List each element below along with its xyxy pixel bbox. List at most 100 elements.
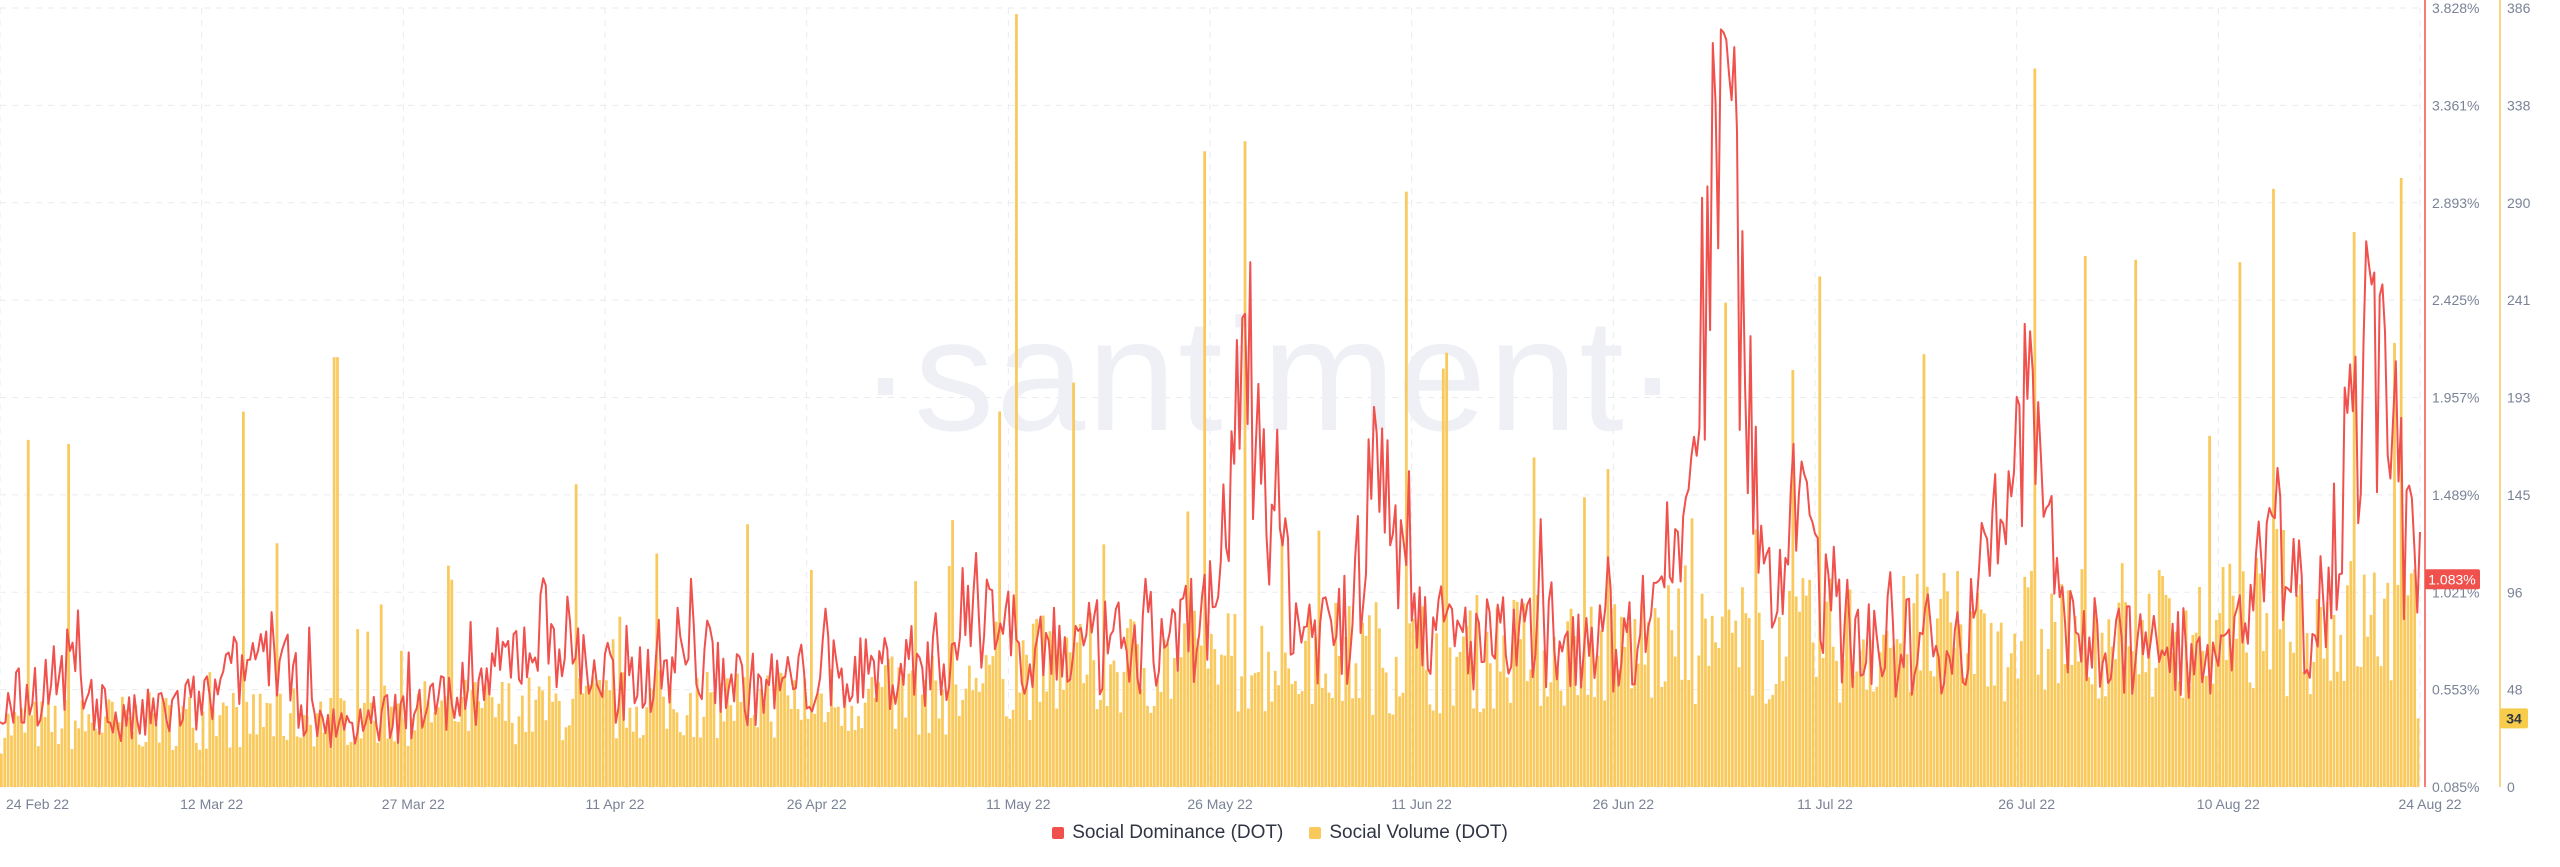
volume-bar <box>2342 680 2346 787</box>
volume-bar <box>1448 647 1452 787</box>
volume-bar <box>900 678 904 787</box>
volume-bar <box>1324 673 1328 787</box>
volume-bar <box>1556 668 1559 787</box>
volume-bar <box>1025 654 1028 787</box>
volume-bar <box>285 739 289 787</box>
volume-bar <box>1257 672 1260 787</box>
volume-bar <box>1384 672 1388 787</box>
volume-bar <box>1220 654 1223 787</box>
volume-bar <box>2288 641 2292 787</box>
volume-bar <box>413 730 417 787</box>
volume-bar <box>1667 585 1670 787</box>
x-tick-label: 26 May 22 <box>1187 796 1253 812</box>
volume-bar <box>1821 657 1825 787</box>
volume-bar <box>258 693 262 787</box>
volume-bar <box>2130 650 2134 787</box>
volume-bar <box>100 732 104 787</box>
volume-bar <box>2275 528 2279 787</box>
volume-bar <box>265 702 269 787</box>
volume-bar <box>1105 706 1109 787</box>
volume-bar <box>1367 615 1371 787</box>
volume-bar <box>484 684 487 787</box>
volume-bar <box>470 690 474 787</box>
volume-bar <box>2181 697 2185 787</box>
volume-bar <box>242 411 245 787</box>
volume-bar <box>1119 712 1123 787</box>
volume-bar <box>843 700 847 787</box>
volume-bar <box>1468 610 1472 787</box>
volume-bar <box>2003 701 2006 787</box>
volume-bar <box>840 725 844 787</box>
volume-bar <box>2087 677 2091 787</box>
volume-bar <box>1922 354 1926 787</box>
volume-bar <box>2312 661 2316 787</box>
volume-bar <box>1452 705 1455 787</box>
volume-bar <box>77 728 81 787</box>
volume-bar <box>1458 651 1462 787</box>
volume-bar <box>1112 660 1116 787</box>
volume-bar <box>1253 673 1257 787</box>
volume-bar <box>2241 571 2245 787</box>
volume-bar <box>1109 664 1112 787</box>
volume-bar <box>410 718 413 787</box>
volume-bar <box>174 745 178 787</box>
volume-bar <box>2389 680 2393 787</box>
volume-bar <box>705 672 709 787</box>
volume-bar <box>1361 622 1365 787</box>
volume-bar <box>1045 691 1049 787</box>
volume-bar <box>1277 685 1280 787</box>
volume-bar <box>1122 671 1126 787</box>
volume-bar <box>1909 691 1912 787</box>
volume-bar <box>974 677 978 787</box>
volume-bar <box>1505 677 1509 787</box>
legend: Social Dominance (DOT) Social Volume (DO… <box>0 822 2560 844</box>
legend-item-volume[interactable]: Social Volume (DOT) <box>1309 822 1508 844</box>
volume-bar <box>494 717 497 787</box>
social-dominance-line <box>0 28 2421 748</box>
volume-bar <box>1041 615 1045 787</box>
volume-bar <box>141 746 144 787</box>
volume-bar <box>1058 639 1062 787</box>
volume-bar <box>887 658 891 787</box>
volume-bar <box>1371 714 1375 787</box>
volume-bar <box>2073 615 2077 787</box>
volume-bar <box>1125 628 1129 787</box>
volume-bar <box>1815 676 1818 787</box>
volume-bar <box>1189 613 1193 787</box>
y-right-tick-label: 96 <box>2507 584 2523 600</box>
volume-bar <box>1781 681 1785 787</box>
volume-bar <box>1794 596 1798 787</box>
chart-svg[interactable]: ·santiment· 3.828% 3.361% 2.893% 2.425% 1.95… <box>0 0 2560 820</box>
legend-item-dominance[interactable]: Social Dominance (DOT) <box>1052 822 1283 844</box>
volume-bar <box>1455 656 1459 787</box>
volume-bar <box>934 680 938 787</box>
volume-bar <box>1700 593 1704 787</box>
volume-bar <box>1263 711 1267 787</box>
x-tick-label: 11 Jun 22 <box>1391 796 1452 812</box>
y-right-tick-label: 0 <box>2507 779 2515 795</box>
volume-bar <box>26 439 30 787</box>
volume-bar <box>1519 639 1522 787</box>
volume-bar <box>776 676 780 787</box>
volume-bar <box>1398 696 1401 787</box>
volume-bar <box>393 741 397 787</box>
volume-bar <box>430 722 433 787</box>
volume-bar <box>87 714 91 787</box>
volume-bar <box>201 711 205 787</box>
volume-bar <box>47 701 50 787</box>
volume-bar <box>1428 704 1432 787</box>
volume-bar <box>84 731 87 787</box>
volume-bar <box>2147 593 2151 787</box>
volume-bar <box>1899 643 1902 787</box>
volume-bar <box>1835 660 1838 787</box>
dominance-value-badge <box>2425 569 2480 590</box>
volume-bar <box>359 738 363 787</box>
volume-bar <box>1206 668 1210 787</box>
volume-bar <box>2228 563 2232 787</box>
volume-bar <box>1596 655 1600 787</box>
volume-bar <box>208 672 212 787</box>
volume-bar <box>1246 708 1250 787</box>
volume-bar <box>2020 641 2023 787</box>
volume-bar <box>255 734 259 787</box>
